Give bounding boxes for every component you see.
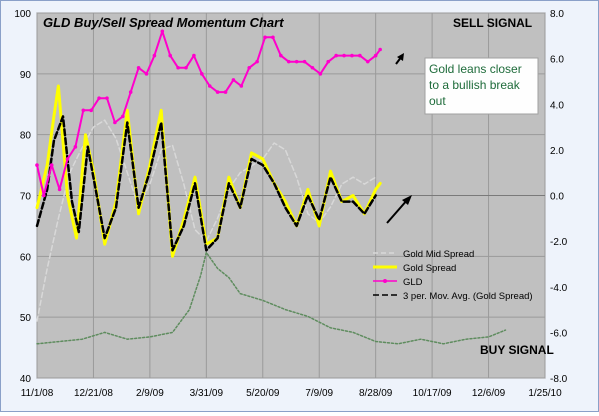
x-tick-label: 10/17/09 — [413, 388, 452, 399]
y-right-tick-label: -2.0 — [550, 237, 568, 248]
x-tick-label: 2/9/09 — [136, 388, 164, 399]
sell-signal-label: SELL SIGNAL — [453, 16, 532, 30]
gld-point — [215, 90, 220, 94]
note-line-2: to a bullish break — [429, 78, 521, 92]
gld-point — [239, 84, 244, 88]
legend-entry: Gold Mid Spread — [403, 249, 474, 260]
legend-entry: GLD — [403, 277, 423, 288]
legend: Gold Mid Spread Gold Spread GLD 3 per. Mov.… — [373, 249, 533, 302]
gld-point — [73, 145, 78, 149]
gld-point — [120, 114, 125, 119]
y-left-tick-label: 90 — [20, 70, 32, 81]
gld-point — [302, 59, 307, 64]
gld-point — [334, 53, 338, 58]
gld-point — [184, 65, 188, 70]
gld-point — [373, 53, 378, 58]
gld-point — [152, 53, 157, 58]
gld-point — [105, 96, 109, 100]
y-left-tick-label: 50 — [20, 313, 32, 324]
gld-point — [168, 53, 173, 58]
y-left-tick-label: 70 — [20, 192, 32, 203]
gld-point — [342, 53, 346, 58]
annotation-note: Gold leans closer to a bullish break out — [424, 57, 539, 115]
legend-entry: Gold Spread — [403, 263, 456, 274]
x-tick-label: 5/20/09 — [246, 388, 280, 399]
y-left-tick-label: 100 — [14, 9, 31, 20]
gld-point — [128, 90, 133, 94]
gld-point — [207, 84, 212, 88]
y-right-tick-label: 4.0 — [550, 100, 564, 111]
gld-point — [310, 65, 315, 70]
y-right-tick-label: 8.0 — [550, 9, 564, 20]
gld-point — [97, 96, 101, 100]
legend-marker — [383, 279, 387, 283]
x-tick-label: 7/9/09 — [305, 388, 333, 399]
up-arrow-large — [386, 195, 412, 224]
gld-point — [57, 187, 62, 192]
y-left-tick-label: 40 — [20, 374, 32, 385]
note-line-3: out — [429, 94, 446, 108]
up-arrow-small — [395, 53, 404, 65]
gld-point — [223, 90, 228, 94]
series — [35, 29, 507, 345]
gld-point — [144, 72, 149, 76]
gld-point — [35, 163, 39, 167]
gld-point — [358, 53, 362, 58]
gld-point — [378, 47, 382, 52]
gld-point — [192, 53, 196, 58]
gld-point — [231, 78, 236, 82]
legend-entry: 3 per. Mov. Avg. (Gold Spread) — [403, 291, 533, 302]
x-tick-label: 1/25/10 — [528, 388, 562, 399]
gld-point — [279, 53, 283, 58]
x-tick-label: 12/6/09 — [472, 388, 506, 399]
gld-point — [113, 120, 117, 125]
gld-point — [49, 163, 54, 167]
gld-point — [247, 65, 252, 70]
y-right-tick-label: -6.0 — [550, 328, 568, 339]
gld-point — [365, 59, 370, 64]
gld-point — [65, 157, 70, 161]
x-tick-label: 11/1/08 — [21, 388, 54, 399]
chart-title: GLD Buy/Sell Spread Momentum Chart — [43, 15, 284, 30]
gld-point — [255, 59, 259, 64]
gld-point — [350, 53, 354, 58]
x-tick-label: 12/21/08 — [74, 388, 113, 399]
note-box — [424, 57, 539, 115]
y-right-tick-label: -4.0 — [550, 283, 568, 294]
gld-point — [81, 108, 86, 113]
gld-point — [89, 108, 93, 113]
x-tick-label: 3/31/09 — [190, 388, 224, 399]
gld-point — [318, 72, 323, 76]
gld-point — [200, 72, 204, 76]
gld-point — [294, 59, 299, 64]
y-left-tick-label: 80 — [20, 131, 32, 142]
series-line-moving-average — [35, 115, 377, 252]
buy-signal-label: BUY SIGNAL — [480, 343, 554, 357]
gld-point — [271, 35, 275, 40]
y-right-tick-label: -8.0 — [550, 374, 568, 385]
gld-point — [160, 29, 165, 34]
note-line-1: Gold leans closer — [429, 62, 522, 76]
series-line-green-series — [36, 251, 507, 345]
y-right-tick-label: 6.0 — [550, 55, 564, 66]
gld-point — [176, 65, 180, 70]
gld-point — [263, 35, 267, 40]
y-right-tick-label: 0.0 — [550, 192, 564, 203]
axes: 40 50 60 70 80 90 100 -8.0 -6.0 -4.0 -2.0 0.0 2.0 4.0… — [14, 9, 567, 399]
gld-point — [326, 59, 331, 64]
gld-point — [41, 193, 46, 198]
gld-point — [136, 65, 141, 70]
y-right-tick-label: 2.0 — [550, 146, 564, 157]
gld-point — [286, 59, 291, 64]
x-tick-label: 8/28/09 — [359, 388, 393, 399]
y-left-tick-label: 60 — [20, 252, 32, 263]
